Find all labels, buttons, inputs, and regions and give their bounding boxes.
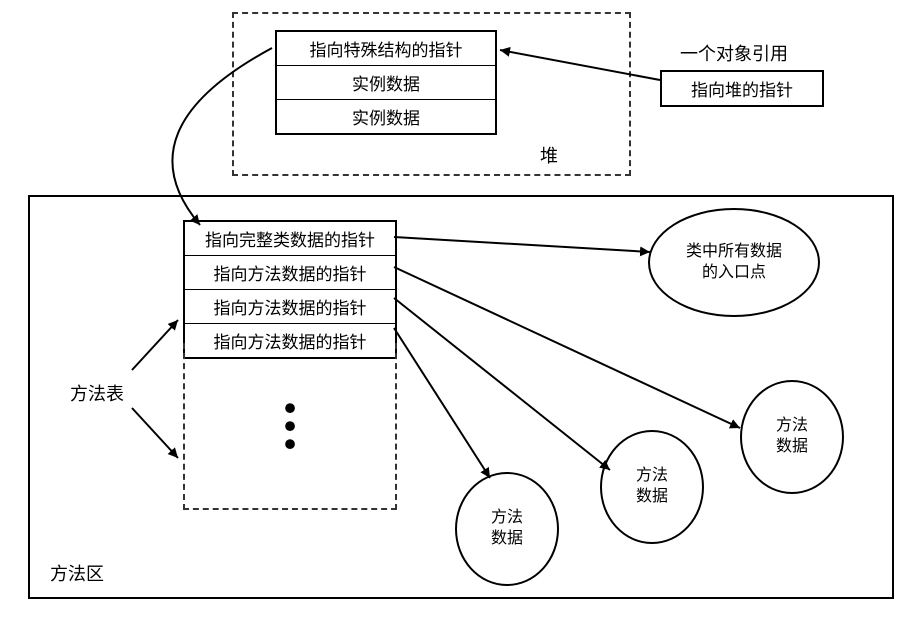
method-table-row-0: 指向完整类数据的指针: [185, 222, 395, 256]
circle-0-text: 类中所有数据的入口点: [686, 242, 782, 284]
object-ref-label: 一个对象引用: [680, 40, 788, 66]
method-table-label: 方法表: [70, 380, 124, 406]
circle-method-data-3: 方法数据: [455, 472, 559, 586]
method-table: 指向完整类数据的指针 指向方法数据的指针 指向方法数据的指针 指向方法数据的指针: [183, 220, 397, 359]
circle-method-data-1: 方法数据: [740, 380, 844, 494]
heap-row-2: 实例数据: [277, 100, 495, 133]
method-table-row-2: 指向方法数据的指针: [185, 290, 395, 324]
heap-label: 堆: [540, 142, 558, 168]
object-ref-box: 指向堆的指针: [660, 70, 824, 107]
circle-1-text: 方法数据: [776, 416, 808, 458]
method-table-row-1: 指向方法数据的指针: [185, 256, 395, 290]
heap-table: 指向特殊结构的指针 实例数据 实例数据: [275, 30, 497, 135]
circle-method-data-2: 方法数据: [600, 430, 704, 544]
method-table-ext: •••: [183, 343, 397, 510]
ellipsis-icon: •••: [284, 399, 297, 453]
object-ref-cell: 指向堆的指针: [662, 72, 822, 105]
heap-row-1: 实例数据: [277, 66, 495, 100]
diagram-root: 堆 指向特殊结构的指针 实例数据 实例数据 一个对象引用 指向堆的指针 方法区 …: [0, 0, 919, 620]
heap-row-0: 指向特殊结构的指针: [277, 32, 495, 66]
circle-class-data-entry: 类中所有数据的入口点: [648, 208, 820, 317]
circle-2-text: 方法数据: [636, 466, 668, 508]
circle-3-text: 方法数据: [491, 508, 523, 550]
method-area-label: 方法区: [50, 560, 104, 586]
